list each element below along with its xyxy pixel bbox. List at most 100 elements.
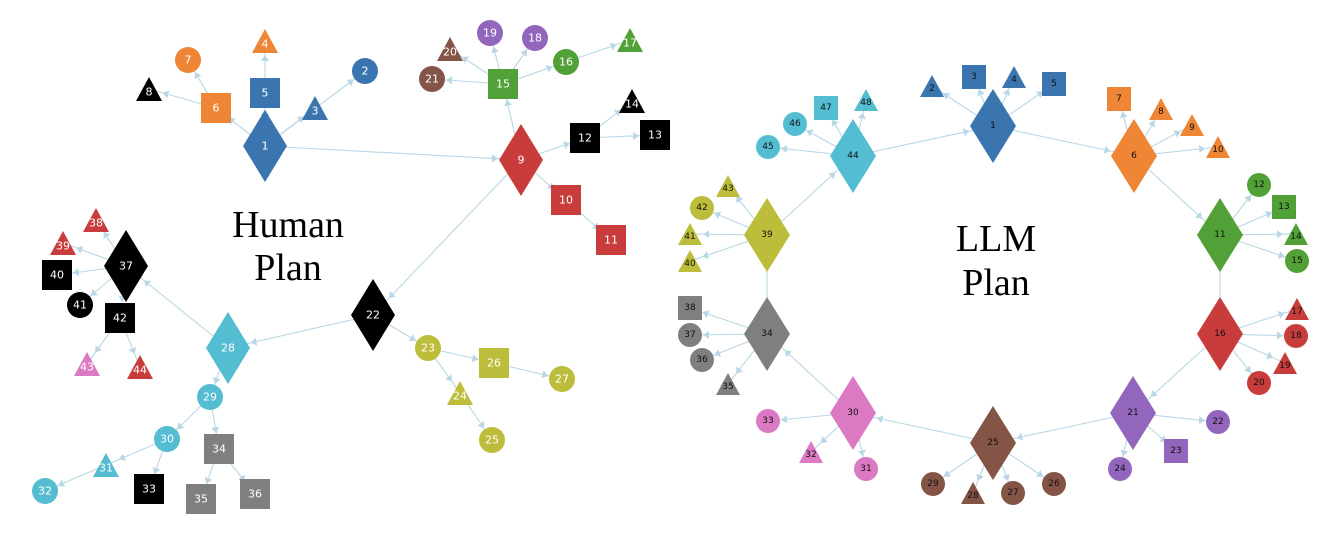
llm-node-25: 25: [970, 406, 1016, 480]
llm-edge-arrowhead-6-8: [1148, 120, 1156, 128]
human-node-6: 6: [201, 93, 231, 123]
human-node-8: 8: [136, 77, 162, 101]
human-node-43-triangle: [74, 352, 100, 376]
human-node-label-7: 7: [185, 54, 192, 67]
llm-edge-arrowhead-1-6: [1103, 145, 1111, 154]
human-node-label-19: 19: [483, 27, 497, 40]
human-edge-arrowhead-9-12: [562, 141, 570, 149]
llm-node-43-triangle: [716, 175, 740, 197]
human-edge-arrowhead-12-14: [613, 109, 621, 117]
human-node-label-40: 40: [50, 269, 64, 282]
human-edge-arrowhead-15-19: [491, 46, 499, 54]
llm-node-13-square: [1272, 195, 1296, 219]
human-edge-arrowhead-6-7: [194, 72, 202, 80]
llm-edge-arrowhead-1-2: [942, 93, 951, 100]
llm-node-20-circle: [1247, 371, 1271, 395]
llm-edge-arrowhead-25-27: [1002, 473, 1010, 481]
human-node-2: 2: [352, 58, 378, 84]
llm-edge-21-25: [992, 412, 1134, 444]
llm-node-27: 27: [1001, 481, 1025, 505]
llm-node-33-circle: [756, 409, 780, 433]
llm-edge-arrowhead-6-10: [1198, 145, 1206, 154]
human-edge-arrowhead-23-26: [471, 354, 479, 363]
llm-node-36-circle: [690, 348, 714, 372]
llm-node-8: 8: [1149, 98, 1173, 120]
human-node-21: 21: [419, 66, 445, 92]
human-edge-arrowhead-30-31: [118, 453, 126, 461]
llm-node-6: 6: [1111, 119, 1157, 193]
llm-edge-arrowhead-34-35: [735, 366, 743, 374]
human-edge-22-28: [227, 314, 374, 349]
llm-node-12: 12: [1247, 173, 1271, 197]
human-node-7: 7: [175, 47, 201, 73]
llm-node-label-48: 48: [860, 98, 872, 108]
human-node-24: 24: [447, 381, 473, 405]
human-node-16: 16: [553, 49, 579, 75]
llm-node-label-9: 9: [1189, 123, 1195, 133]
human-node-label-43: 43: [80, 361, 94, 374]
llm-node-4: 4: [1002, 66, 1026, 88]
human-node-label-37: 37: [119, 260, 133, 273]
llm-node-label-18: 18: [1290, 331, 1302, 341]
llm-node-label-39: 39: [761, 230, 773, 240]
human-node-13-square: [640, 120, 670, 150]
human-node-29: 29: [197, 384, 223, 410]
human-node-32: 32: [32, 478, 58, 504]
llm-edge-arrowhead-39-40: [702, 251, 710, 259]
human-node-6-square: [201, 93, 231, 123]
human-edge-arrowhead-42-44: [128, 346, 137, 355]
llm-edge-arrowhead-25-29: [943, 469, 951, 477]
human-node-label-31: 31: [99, 462, 113, 475]
llm-node-32: 32: [799, 441, 823, 463]
llm-node-27-circle: [1001, 481, 1025, 505]
llm-node-label-23: 23: [1170, 446, 1181, 456]
human-node-label-23: 23: [421, 342, 435, 355]
human-node-43: 43: [74, 352, 100, 376]
llm-node-label-45: 45: [762, 142, 773, 152]
human-node-12: 12: [570, 123, 600, 153]
llm-node-label-28: 28: [967, 491, 979, 501]
llm-node-11-diamond: [1197, 198, 1243, 272]
human-edge-arrowhead-16-17: [609, 42, 617, 51]
human-node-23: 23: [415, 335, 441, 361]
human-node-label-44: 44: [133, 364, 147, 377]
llm-node-21-diamond: [1110, 376, 1156, 450]
llm-node-label-4: 4: [1011, 75, 1017, 85]
llm-edge-arrowhead-30-32: [820, 436, 828, 444]
human-node-label-22: 22: [366, 309, 380, 322]
llm-edge-arrowhead-44-47: [831, 119, 839, 127]
human-node-15-square: [488, 69, 518, 99]
human-node-23-circle: [415, 335, 441, 361]
llm-node-34: 34: [744, 297, 790, 371]
llm-node-24-circle: [1108, 457, 1132, 481]
llm-node-39: 39: [744, 198, 790, 272]
human-node-38-triangle: [83, 208, 109, 232]
human-node-label-11: 11: [604, 234, 618, 247]
llm-edge-arrowhead-39-41: [702, 230, 710, 239]
llm-node-label-41: 41: [684, 232, 695, 242]
human-node-35-square: [186, 484, 216, 514]
llm-edge-arrowhead-16-21: [1150, 389, 1158, 397]
llm-node-19: 19: [1273, 352, 1297, 374]
human-node-16-circle: [553, 49, 579, 75]
human-node-label-2: 2: [362, 65, 369, 78]
human-node-2-circle: [352, 58, 378, 84]
human-node-label-1: 1: [262, 140, 269, 153]
human-node-41-circle: [67, 292, 93, 318]
llm-node-label-15: 15: [1291, 256, 1302, 266]
human-node-label-38: 38: [89, 217, 103, 230]
human-node-22: 22: [351, 279, 395, 351]
human-node-label-34: 34: [212, 443, 226, 456]
human-node-17-triangle: [617, 28, 643, 52]
llm-node-17: 17: [1285, 298, 1309, 320]
human-edge-arrowhead-23-24: [445, 374, 452, 382]
human-node-11: 11: [596, 225, 626, 255]
llm-node-label-8: 8: [1158, 107, 1164, 117]
llm-node-35: 35: [716, 373, 740, 395]
human-node-label-20: 20: [443, 46, 457, 59]
llm-node-19-triangle: [1273, 352, 1297, 374]
human-node-15: 15: [488, 69, 518, 99]
llm-node-44-diamond: [830, 119, 876, 193]
